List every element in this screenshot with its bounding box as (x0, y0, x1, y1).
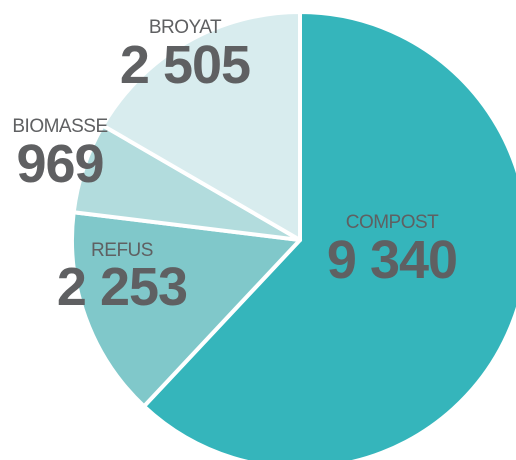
slice-value-label: 2 253 (57, 257, 187, 317)
pie-slice (70, 210, 302, 409)
slice-value-label: 2 505 (120, 35, 250, 95)
slice-value-label: 969 (16, 134, 103, 194)
slice-category-label: REFUS (91, 240, 153, 261)
slice-category-label: COMPOST (346, 212, 439, 233)
pie-slice (100, 10, 302, 242)
pie-slice (142, 10, 516, 460)
slice-category-label: BIOMASSE (12, 116, 107, 137)
slice-category-label: BROYAT (149, 17, 222, 38)
slice-value-label: 9 340 (327, 230, 457, 290)
